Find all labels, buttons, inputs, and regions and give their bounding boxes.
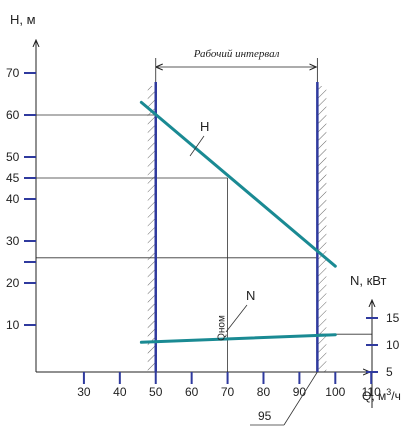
y-left-tick-label: 60 (6, 108, 20, 122)
annotation-leader (283, 371, 318, 426)
hatch-left (147, 86, 156, 372)
text-labels: 30 40 50 60 70 80 90 100 11010203040455060705101… (6, 12, 401, 426)
series-N-line (139, 333, 337, 344)
x-tick-label: 100 (325, 385, 345, 399)
x-tick-label: 40 (113, 385, 127, 399)
y-right-tick-label: 5 (386, 365, 393, 379)
y-left-tick-label: 45 (6, 171, 20, 185)
x-tick-label: 50 (149, 385, 163, 399)
y-left-tick-label: 10 (6, 318, 20, 332)
x-tick-label: 70 (221, 385, 235, 399)
series-label-H: H (200, 119, 209, 134)
working-interval-boundaries (154, 58, 319, 372)
y-left-axis-label: H, м (10, 12, 36, 27)
tick-marks (24, 72, 378, 384)
y-left-tick-label: 30 (6, 234, 20, 248)
y-left-tick-label: 20 (6, 276, 20, 290)
leader-H (189, 135, 205, 157)
series-lines (139, 100, 337, 344)
y-right-axis-label: N, кВт (350, 273, 387, 288)
series-H-line (139, 100, 337, 268)
x-axis-label: Q, м3/ч (362, 387, 401, 403)
working-boundary-hatching (147, 86, 327, 372)
y-right-tick-label: 10 (386, 338, 400, 352)
hatch-right (318, 86, 327, 372)
y-left-tick-label: 40 (6, 192, 20, 206)
leader-N (225, 304, 248, 333)
x-tick-label: 60 (185, 385, 199, 399)
y-right-tick-label: 15 (386, 311, 400, 325)
annotation-95: 95 (258, 409, 272, 423)
series-label-N: N (246, 288, 255, 303)
nominal-q-label: Qном (217, 315, 228, 341)
y-left-tick-label: 50 (6, 150, 20, 164)
x-tick-label: 80 (257, 385, 271, 399)
y-left-tick-label: 70 (6, 66, 20, 80)
x-tick-label: 30 (77, 385, 91, 399)
x-tick-label: 110 (362, 385, 381, 399)
working-interval-label: Рабочий интервал (193, 48, 280, 60)
